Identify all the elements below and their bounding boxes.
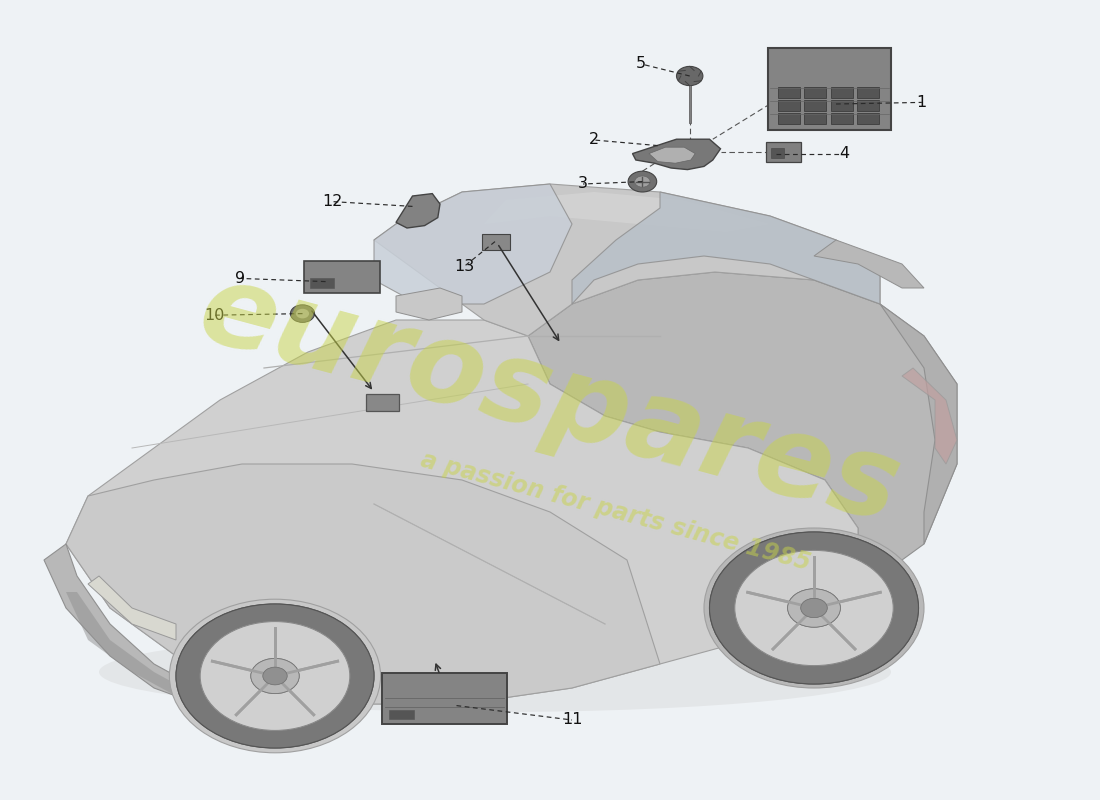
Text: 3: 3: [578, 177, 588, 191]
Text: 10: 10: [205, 308, 224, 322]
Text: 13: 13: [454, 259, 474, 274]
FancyBboxPatch shape: [766, 142, 801, 162]
Polygon shape: [66, 464, 660, 704]
Polygon shape: [44, 544, 198, 704]
FancyBboxPatch shape: [771, 148, 784, 158]
Circle shape: [710, 532, 918, 684]
FancyBboxPatch shape: [482, 234, 510, 250]
Text: 4: 4: [839, 146, 850, 161]
FancyBboxPatch shape: [830, 100, 852, 111]
Polygon shape: [374, 184, 880, 336]
FancyBboxPatch shape: [857, 113, 879, 124]
Polygon shape: [528, 272, 957, 592]
FancyBboxPatch shape: [857, 100, 879, 111]
Text: 12: 12: [322, 194, 342, 209]
Polygon shape: [88, 576, 176, 640]
Circle shape: [704, 528, 924, 688]
Text: eurospares: eurospares: [188, 254, 912, 546]
Polygon shape: [484, 192, 770, 232]
Circle shape: [296, 309, 309, 318]
FancyBboxPatch shape: [304, 261, 380, 293]
Circle shape: [788, 589, 840, 627]
Text: 11: 11: [562, 713, 582, 727]
FancyBboxPatch shape: [778, 87, 800, 98]
Circle shape: [676, 66, 703, 86]
Text: 2: 2: [588, 133, 600, 147]
Circle shape: [290, 305, 315, 322]
Text: 5: 5: [636, 57, 647, 71]
Circle shape: [176, 604, 374, 748]
FancyBboxPatch shape: [768, 48, 891, 130]
FancyBboxPatch shape: [857, 87, 879, 98]
FancyBboxPatch shape: [389, 710, 414, 719]
FancyBboxPatch shape: [830, 87, 852, 98]
Polygon shape: [632, 139, 721, 170]
Circle shape: [628, 171, 657, 192]
FancyBboxPatch shape: [830, 113, 852, 124]
FancyBboxPatch shape: [804, 87, 826, 98]
Circle shape: [801, 598, 827, 618]
Circle shape: [251, 658, 299, 694]
Text: 9: 9: [234, 271, 245, 286]
Circle shape: [169, 599, 381, 753]
FancyBboxPatch shape: [804, 113, 826, 124]
FancyBboxPatch shape: [778, 100, 800, 111]
Polygon shape: [66, 592, 198, 696]
FancyBboxPatch shape: [366, 394, 399, 411]
Circle shape: [801, 598, 827, 618]
Circle shape: [200, 622, 350, 730]
Polygon shape: [572, 192, 880, 304]
Circle shape: [263, 667, 287, 685]
Text: 1: 1: [916, 95, 927, 110]
Circle shape: [735, 550, 893, 666]
Circle shape: [200, 622, 350, 730]
Polygon shape: [374, 184, 572, 304]
Polygon shape: [880, 304, 957, 544]
Polygon shape: [66, 320, 858, 704]
Circle shape: [735, 550, 893, 666]
Polygon shape: [396, 288, 462, 320]
FancyBboxPatch shape: [778, 113, 800, 124]
Polygon shape: [902, 368, 957, 464]
Circle shape: [710, 532, 918, 684]
Circle shape: [176, 604, 374, 748]
Polygon shape: [649, 147, 695, 163]
Polygon shape: [396, 194, 440, 228]
Text: a passion for parts since 1985: a passion for parts since 1985: [418, 448, 814, 576]
FancyBboxPatch shape: [310, 278, 334, 288]
Circle shape: [263, 667, 287, 685]
Circle shape: [635, 176, 650, 187]
Circle shape: [788, 589, 840, 627]
Circle shape: [251, 658, 299, 694]
FancyBboxPatch shape: [804, 100, 826, 111]
Polygon shape: [814, 240, 924, 288]
FancyBboxPatch shape: [382, 673, 507, 724]
Ellipse shape: [99, 632, 891, 712]
